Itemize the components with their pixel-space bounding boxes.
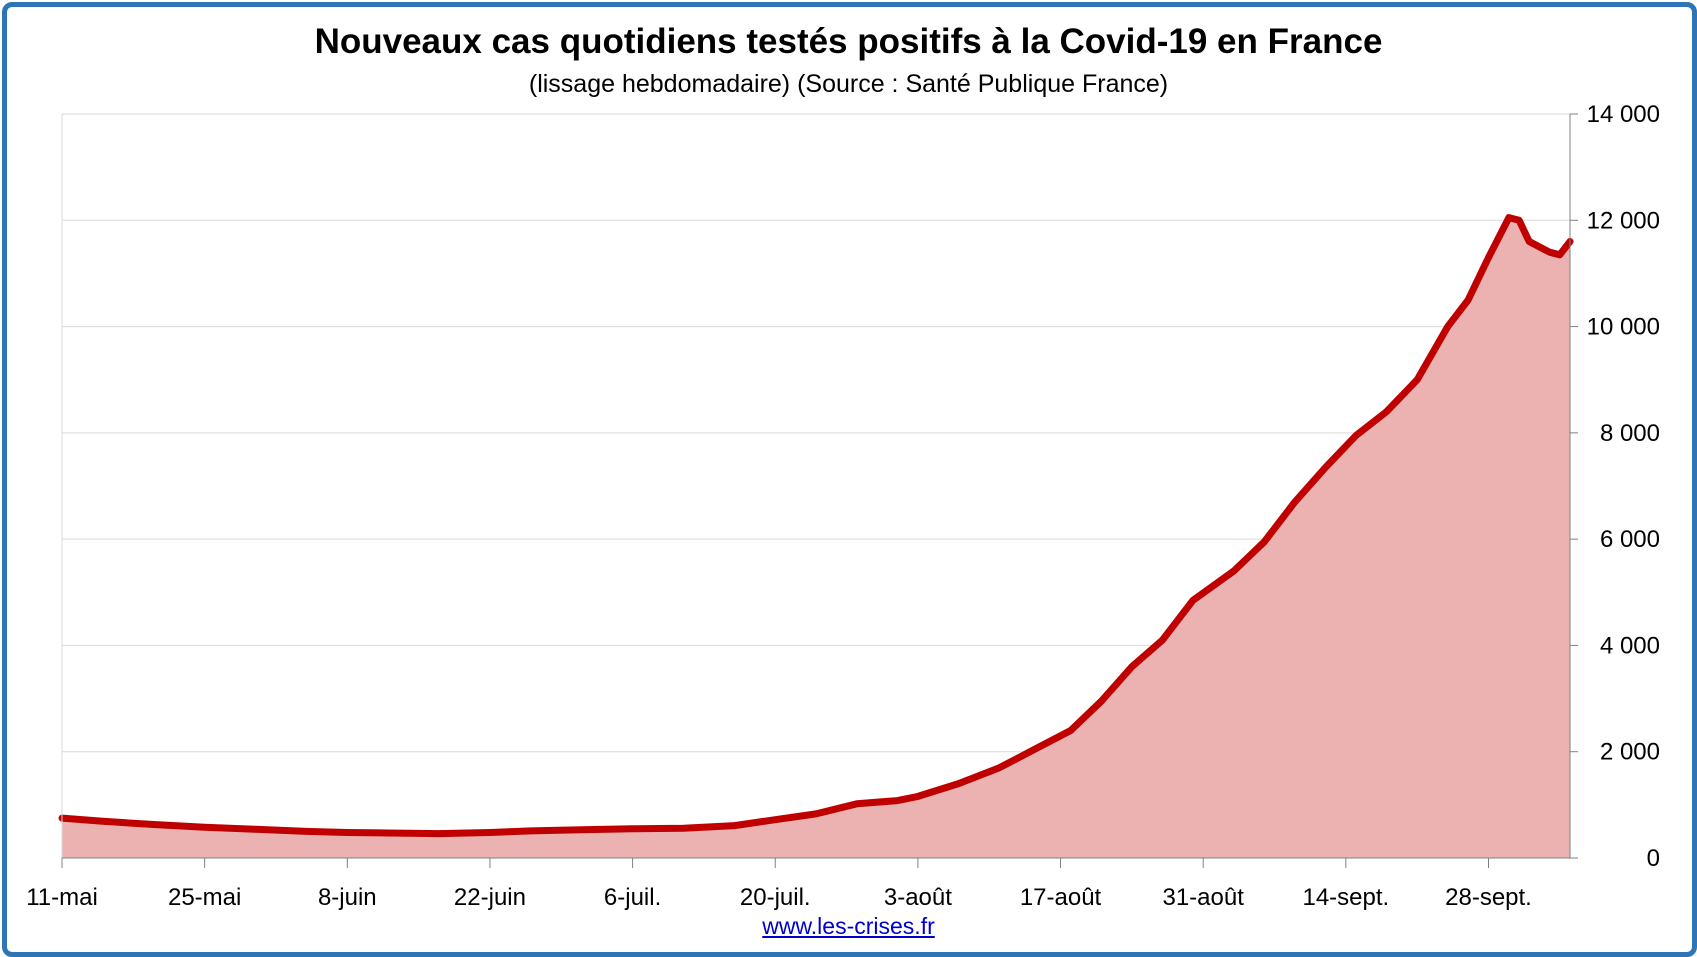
x-tick-label: 31-août: [1162, 884, 1244, 911]
chart-title: Nouveaux cas quotidiens testés positifs …: [314, 22, 1383, 61]
y-tick-label: 2 000: [1600, 739, 1660, 766]
y-tick-label: 14 000: [1587, 101, 1660, 128]
x-tick-label: 25-mai: [168, 884, 241, 911]
x-tick-label: 11-mai: [26, 884, 98, 911]
source-link[interactable]: www.les-crises.fr: [762, 913, 935, 939]
x-tick-label: 20-juil.: [740, 884, 811, 911]
x-tick-label: 28-sept.: [1445, 884, 1532, 911]
x-tick-label: 17-août: [1020, 884, 1102, 911]
chart-subtitle: (lissage hebdomadaire) (Source : Santé P…: [528, 70, 1169, 98]
y-tick-label: 12 000: [1587, 207, 1660, 234]
y-axis-ticks: 0 2 000 4 000 6 000 8 000 10 000 12 000 14 000: [1570, 101, 1660, 872]
x-tick-label: 8-juin: [318, 884, 377, 911]
y-tick-label: 0: [1647, 845, 1660, 872]
y-tick-label: 4 000: [1600, 632, 1660, 659]
x-tick-label: 22-juin: [454, 884, 526, 911]
y-tick-label: 8 000: [1600, 420, 1660, 447]
x-axis-ticks: 11-mai 25-mai 8-juin 22-juin 6-juil. 20-juil.…: [26, 858, 1532, 911]
x-tick-label: 14-sept.: [1302, 884, 1389, 911]
x-tick-label: 6-juil.: [604, 884, 661, 911]
series-line: [58, 214, 1574, 838]
x-tick-label: 3-août: [884, 884, 952, 911]
y-tick-label: 6 000: [1600, 526, 1660, 553]
series-area: [62, 217, 1570, 859]
y-tick-label: 10 000: [1587, 314, 1660, 341]
axes: [61, 114, 1571, 859]
